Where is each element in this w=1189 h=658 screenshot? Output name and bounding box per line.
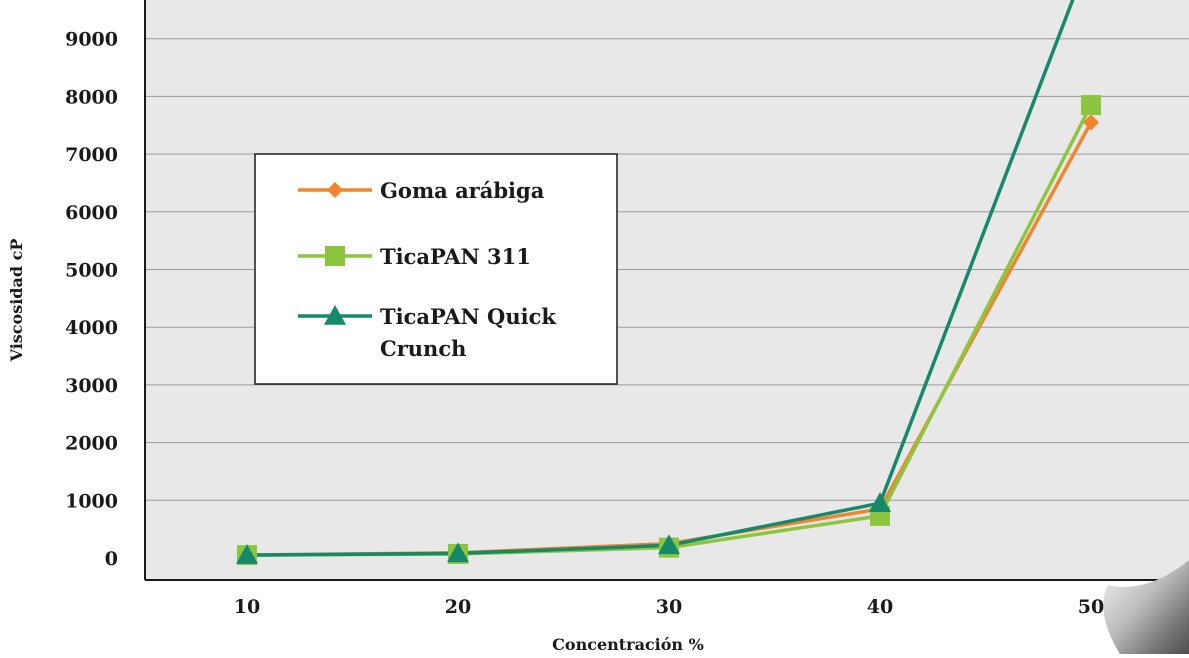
x-axis-label: Concentración %: [552, 635, 704, 654]
legend-label-2: TicaPAN 311: [380, 244, 531, 269]
y-tick-label: 4000: [65, 317, 118, 339]
x-axis-ticks: 10 20 30 40 50: [234, 596, 1104, 618]
y-tick-label: 1000: [65, 490, 118, 512]
x-tick-label: 30: [656, 596, 682, 618]
y-tick-label: 3000: [65, 375, 118, 397]
x-tick-label: 50: [1078, 596, 1104, 618]
data-point-series-1: [1083, 114, 1099, 131]
data-point-series-3: [658, 534, 680, 555]
y-tick-label: 2000: [65, 433, 118, 455]
x-tick-label: 40: [867, 596, 893, 618]
data-point-series-3: [236, 544, 258, 564]
x-tick-label: 20: [445, 596, 471, 618]
data-point-series-3: [869, 492, 891, 512]
x-tick-label: 10: [234, 596, 260, 618]
legend-marker-3: [324, 305, 346, 325]
y-tick-label: 6000: [65, 202, 118, 224]
legend-label-1: Goma arábiga: [380, 178, 545, 203]
legend-marker-2: [325, 246, 345, 266]
legend: Goma arábiga TicaPAN 311 TicaPAN Quick Crun…: [254, 153, 618, 385]
legend-marker-1: [327, 182, 343, 198]
legend-label-3: TicaPAN Quick Crunch: [380, 304, 556, 361]
y-tick-label: 7000: [65, 144, 118, 166]
y-tick-label: 5000: [65, 260, 118, 282]
data-point-series-3: [447, 542, 469, 563]
legend-box: [254, 153, 618, 385]
y-tick-label: 8000: [65, 86, 118, 108]
series-markers: [236, 95, 1101, 566]
page-curl-decoration: [1103, 560, 1189, 654]
y-tick-label: 0: [105, 548, 118, 570]
data-point-series-2: [1081, 95, 1101, 116]
y-axis-ticks: 0 1000 2000 3000 4000 5000 6000 7000 8000 9000: [65, 29, 118, 570]
y-tick-label: 9000: [65, 29, 118, 51]
y-axis-label: Viscosidad cP: [7, 239, 26, 363]
